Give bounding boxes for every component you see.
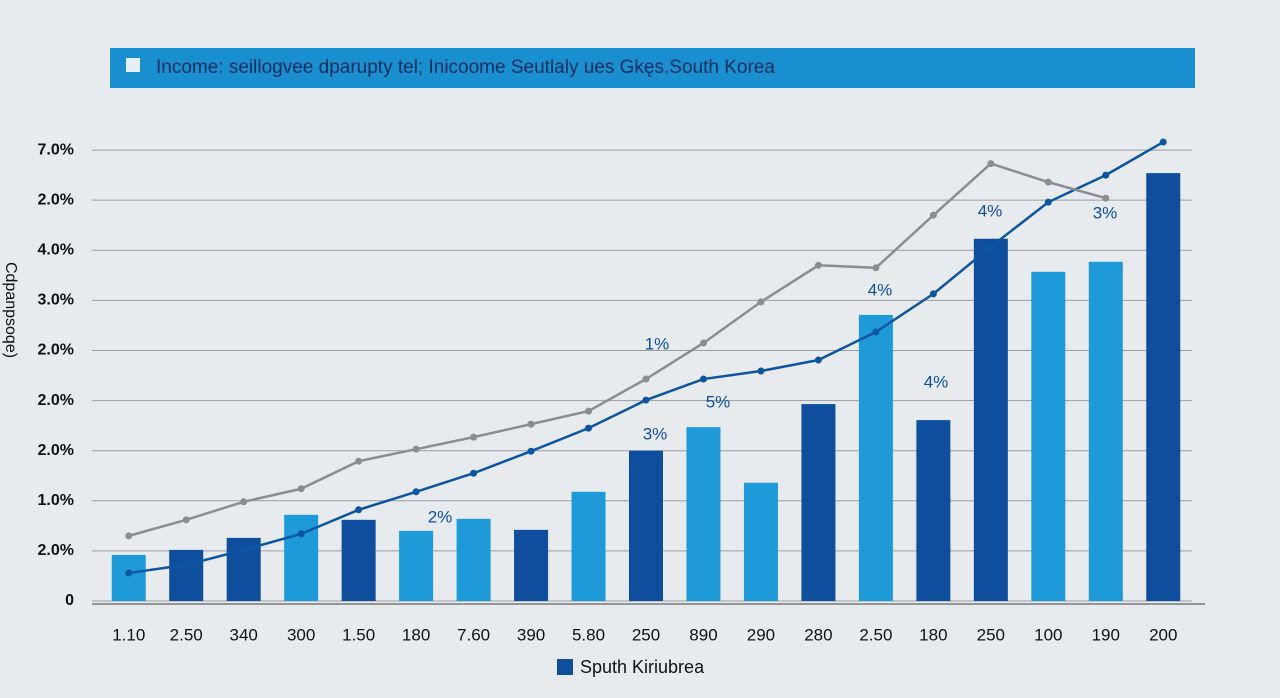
x-tick-label: 2.50 bbox=[170, 625, 203, 644]
x-tick-label: 180 bbox=[919, 625, 947, 644]
line-point bbox=[757, 367, 765, 375]
line-point bbox=[929, 211, 937, 219]
x-tick-label: 390 bbox=[517, 625, 545, 644]
x-tick-label: 5.80 bbox=[572, 625, 605, 644]
line-point bbox=[240, 546, 248, 554]
line-point bbox=[757, 298, 765, 306]
title-icon bbox=[126, 58, 140, 72]
x-tick-label: 300 bbox=[287, 625, 315, 644]
line-point bbox=[527, 420, 535, 428]
bar bbox=[571, 491, 606, 601]
line-point bbox=[412, 488, 420, 496]
x-tick-label: 1.50 bbox=[342, 625, 375, 644]
line-point bbox=[642, 396, 650, 404]
bar bbox=[629, 450, 663, 601]
line bbox=[128, 162, 1107, 538]
bar bbox=[456, 518, 491, 601]
bar bbox=[973, 238, 1008, 601]
x-tick-label: 180 bbox=[402, 625, 430, 644]
y-tick-label: 4.0% bbox=[38, 241, 74, 258]
line-point bbox=[240, 498, 248, 506]
bar bbox=[399, 530, 434, 601]
y-tick-label: 3.0% bbox=[38, 292, 74, 309]
line-point bbox=[585, 424, 593, 432]
y-tick-label: 2.0% bbox=[38, 191, 74, 208]
line-point bbox=[527, 447, 535, 455]
bar bbox=[916, 420, 951, 601]
line-point bbox=[872, 264, 880, 272]
line-point bbox=[699, 375, 707, 383]
line-point bbox=[814, 261, 822, 269]
bar bbox=[1146, 173, 1181, 601]
y-tick-label: 2.0% bbox=[38, 542, 74, 559]
line-point bbox=[1102, 194, 1110, 202]
annotation: 5% bbox=[706, 392, 731, 411]
line-point bbox=[642, 375, 650, 383]
y-axis-label: Cdpanpsoqe) bbox=[2, 262, 19, 358]
line-point bbox=[355, 506, 363, 514]
line-point bbox=[470, 433, 478, 441]
line-point bbox=[125, 569, 133, 577]
bar bbox=[743, 482, 778, 601]
y-tick-label: 7.0% bbox=[38, 141, 74, 158]
annotation: 3% bbox=[643, 424, 668, 443]
annotation: 3% bbox=[1093, 203, 1118, 222]
y-tick-label: 2.0% bbox=[38, 442, 74, 459]
line-point bbox=[412, 445, 420, 453]
line-point bbox=[470, 469, 478, 477]
line-point bbox=[699, 339, 707, 347]
line-point bbox=[125, 532, 133, 540]
y-tick-label: 1.0% bbox=[38, 492, 74, 509]
x-tick-label: 890 bbox=[689, 625, 717, 644]
line-point bbox=[987, 243, 995, 251]
line-point bbox=[1102, 171, 1110, 179]
bar bbox=[514, 529, 549, 601]
line-point bbox=[929, 290, 937, 298]
bar bbox=[801, 404, 836, 601]
annotation: 2% bbox=[428, 507, 453, 526]
x-tick-label: 200 bbox=[1149, 625, 1177, 644]
bar bbox=[686, 427, 721, 601]
bar bbox=[1088, 261, 1123, 601]
bar bbox=[169, 549, 204, 601]
line-point bbox=[182, 516, 190, 524]
bar bbox=[111, 554, 146, 601]
chart-title: Income: seillogvee dparupty tel; Inicoom… bbox=[156, 57, 775, 78]
legend-label: Sputh Kiriubrea bbox=[580, 657, 705, 677]
x-tick-label: 190 bbox=[1092, 625, 1120, 644]
line-point bbox=[297, 530, 305, 538]
bar bbox=[858, 314, 893, 601]
x-tick-label: 7.60 bbox=[457, 625, 490, 644]
line-point bbox=[1044, 198, 1052, 206]
line-point bbox=[814, 356, 822, 364]
y-tick-label: 0 bbox=[65, 592, 74, 609]
legend-swatch bbox=[557, 659, 573, 675]
line-point bbox=[182, 561, 190, 569]
line-point bbox=[1044, 178, 1052, 186]
annotation: 4% bbox=[978, 201, 1003, 220]
y-tick-label: 2.0% bbox=[38, 342, 74, 359]
x-tick-label: 280 bbox=[804, 625, 832, 644]
x-tick-label: 250 bbox=[632, 625, 660, 644]
y-tick-label: 2.0% bbox=[38, 392, 74, 409]
title-banner bbox=[110, 48, 1195, 88]
x-tick-label: 340 bbox=[229, 625, 257, 644]
line-point bbox=[297, 485, 305, 493]
x-tick-label: 250 bbox=[977, 625, 1005, 644]
line-point bbox=[585, 407, 593, 415]
bar bbox=[341, 519, 376, 601]
line-point bbox=[355, 457, 363, 465]
annotation: 4% bbox=[924, 372, 949, 391]
x-tick-label: 1.10 bbox=[112, 625, 145, 644]
annotation: 1% bbox=[645, 334, 670, 353]
x-tick-label: 100 bbox=[1034, 625, 1062, 644]
line-point bbox=[987, 160, 995, 168]
line-point bbox=[872, 328, 880, 336]
line-point bbox=[1159, 138, 1167, 146]
x-tick-label: 2.50 bbox=[859, 625, 892, 644]
bar bbox=[1031, 271, 1066, 601]
x-tick-label: 290 bbox=[747, 625, 775, 644]
annotation: 4% bbox=[868, 280, 893, 299]
